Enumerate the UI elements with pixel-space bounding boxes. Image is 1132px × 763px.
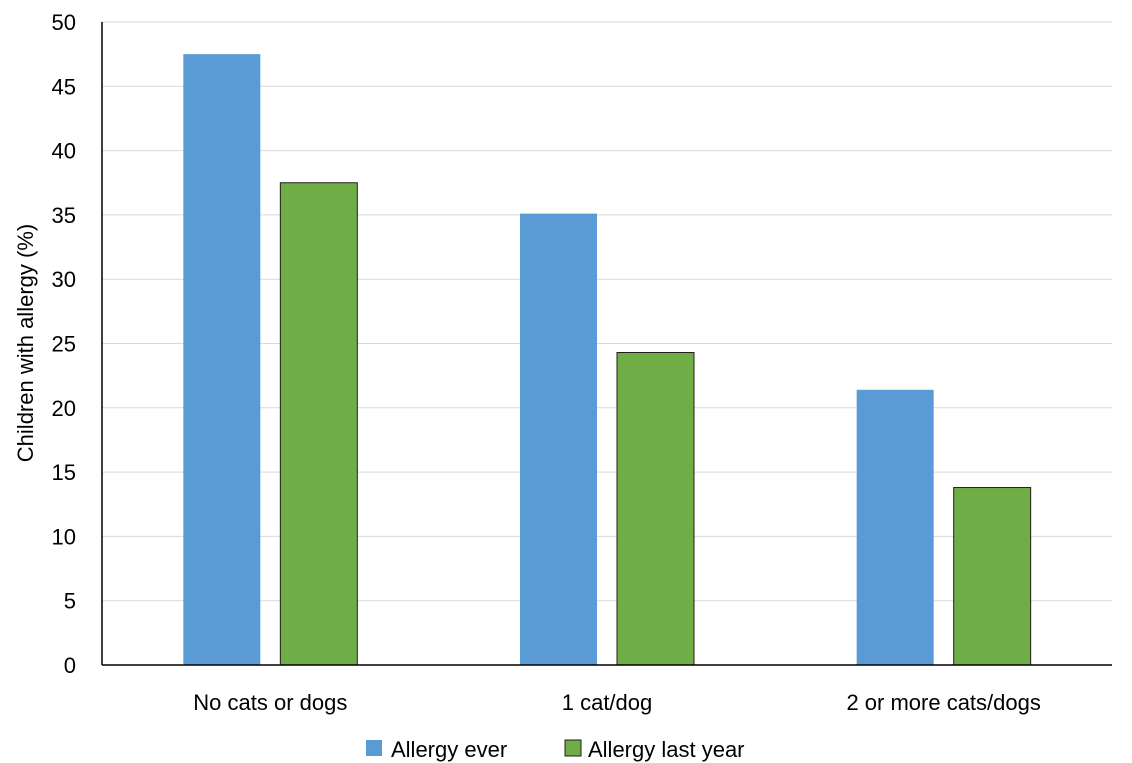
y-tick-label: 50 [52,10,76,35]
bar-allergy-last-year-2 [953,487,1032,666]
y-tick-label: 20 [52,396,76,421]
y-tick-label: 40 [52,139,76,164]
bar-allergy-last-year-1 [616,352,695,666]
y-tick-label: 45 [52,74,76,99]
bar-allergy-ever-0 [183,54,261,665]
y-tick-label: 35 [52,203,76,228]
legend: Allergy ever Allergy last year [366,737,745,762]
y-tick-label: 15 [52,460,76,485]
x-tick-label: No cats or dogs [193,690,347,715]
legend-swatch [366,740,382,756]
bar-allergy-ever-1 [520,213,597,665]
bars [183,54,1032,666]
y-tick-label: 30 [52,267,76,292]
y-axis-title: Children with allergy (%) [13,224,38,462]
axes [101,22,1112,666]
x-tick-label: 1 cat/dog [562,690,653,715]
y-tick-label: 25 [52,332,76,357]
y-tick-labels: 0 5 10 15 20 25 30 35 40 45 50 [52,10,76,678]
y-tick-label: 5 [64,589,76,614]
x-tick-labels: No cats or dogs 1 cat/dog 2 or more cats/d… [193,690,1041,715]
gridlines [102,21,1112,602]
y-tick-label: 10 [52,524,76,549]
bar-allergy-ever-2 [856,389,934,665]
x-tick-label: 2 or more cats/dogs [846,690,1040,715]
legend-label: Allergy last year [588,737,745,762]
legend-swatch [564,739,582,757]
legend-label: Allergy ever [391,737,507,762]
bar-allergy-last-year-0 [279,182,358,666]
y-tick-label: 0 [64,653,76,678]
